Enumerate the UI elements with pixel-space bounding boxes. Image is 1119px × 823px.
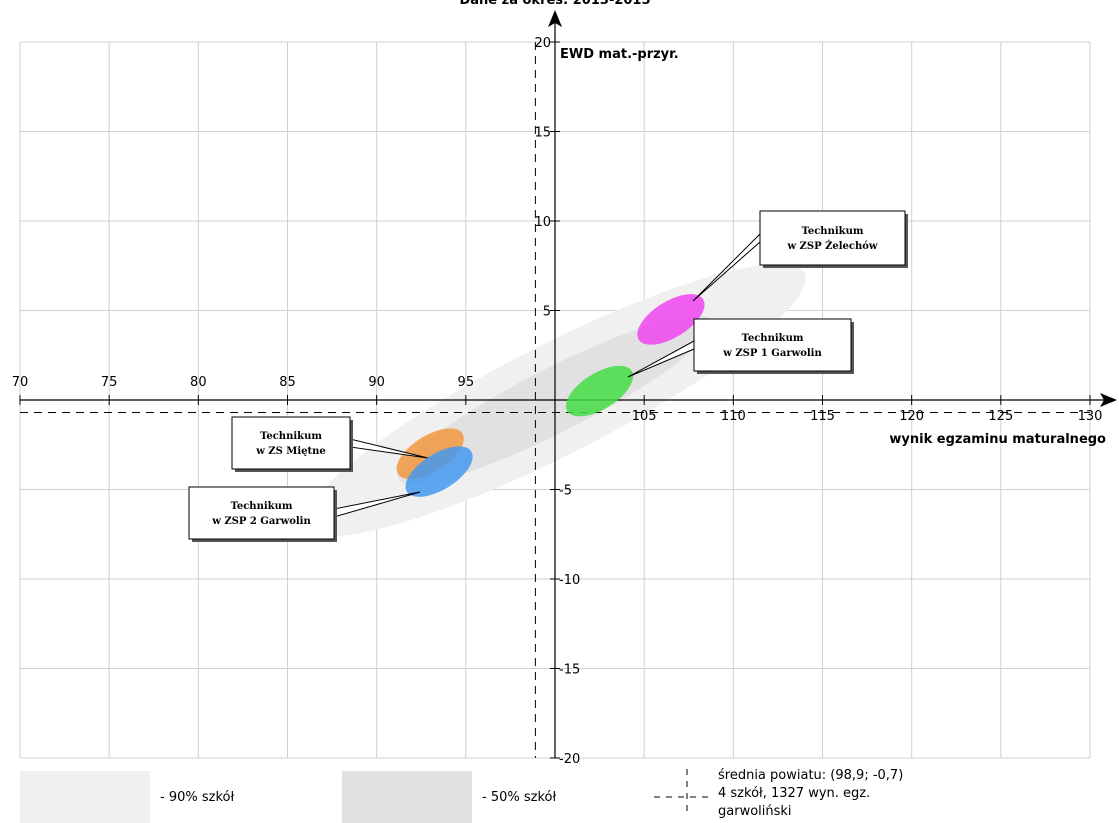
x-tick-label: 75 xyxy=(101,375,118,390)
y-tick-label: 10 xyxy=(534,215,551,230)
school-ellipses: Technikum w ZSP Żelechów Technikum w ZSP 1 … xyxy=(188,210,908,542)
callout-box xyxy=(231,416,351,470)
y-tick-label: 15 xyxy=(534,126,551,141)
legend-swatch-50 xyxy=(342,771,472,823)
x-tick-label: 130 xyxy=(1078,409,1103,424)
legend-mean-line-3: garwoliński xyxy=(718,804,792,819)
y-tick-label: -10 xyxy=(559,573,580,588)
y-arrow-icon xyxy=(548,10,562,27)
x-axis-title: wynik egzaminu maturalnego xyxy=(889,432,1106,447)
x-tick-label: 95 xyxy=(458,375,475,390)
school-ellipse xyxy=(396,428,464,479)
x-tick-label: 125 xyxy=(988,409,1013,424)
school-ellipse xyxy=(405,446,473,497)
chart-subtitle: Dane za okres: 2013-2015 xyxy=(459,0,650,8)
y-tick-label: 20 xyxy=(534,36,551,51)
x-tick-label: 80 xyxy=(190,375,207,390)
school-label: w ZS Miętne xyxy=(255,446,326,457)
school-label: Technikum xyxy=(231,501,293,512)
school-label: Technikum xyxy=(742,333,804,344)
axes xyxy=(20,10,1117,758)
callout-box xyxy=(693,318,852,372)
x-tick-label: 85 xyxy=(279,375,296,390)
x-arrow-icon xyxy=(1100,393,1117,407)
x-tick-label: 110 xyxy=(721,409,746,424)
callout-box xyxy=(759,210,906,266)
y-tick-label: 5 xyxy=(543,305,551,320)
x-tick-label: 115 xyxy=(810,409,835,424)
y-axis-title: EWD mat.-przyr. xyxy=(560,47,679,62)
x-tick-label: 120 xyxy=(899,409,924,424)
school-ellipse xyxy=(637,294,705,345)
legend-label-90: - 90% szkół xyxy=(160,790,235,805)
y-tick-label: -5 xyxy=(559,484,572,499)
mean-lines xyxy=(20,42,1090,758)
callout-box xyxy=(188,486,335,540)
legend-label-50: - 50% szkół xyxy=(482,790,557,805)
legend-swatch-90 xyxy=(20,771,150,823)
x-tick-label: 90 xyxy=(368,375,385,390)
y-tick-label: -15 xyxy=(559,663,580,678)
legend-mean-line-2: 4 szkół, 1327 wyn. egz. xyxy=(718,786,871,801)
x-tick-label: 70 xyxy=(12,375,29,390)
school-label: w ZSP Żelechów xyxy=(786,239,877,252)
school-ellipse xyxy=(565,365,634,417)
x-tick-label: 105 xyxy=(632,409,657,424)
school-label: Technikum xyxy=(260,431,322,442)
school-label: w ZSP 1 Garwolin xyxy=(722,348,822,359)
school-label: Technikum xyxy=(802,226,864,237)
legend-mean-line-1: średnia powiatu: (98,9; -0,7) xyxy=(718,768,904,783)
school-label: w ZSP 2 Garwolin xyxy=(211,516,311,527)
legend-mean-icon xyxy=(654,769,708,817)
y-tick-label: -20 xyxy=(559,752,580,767)
